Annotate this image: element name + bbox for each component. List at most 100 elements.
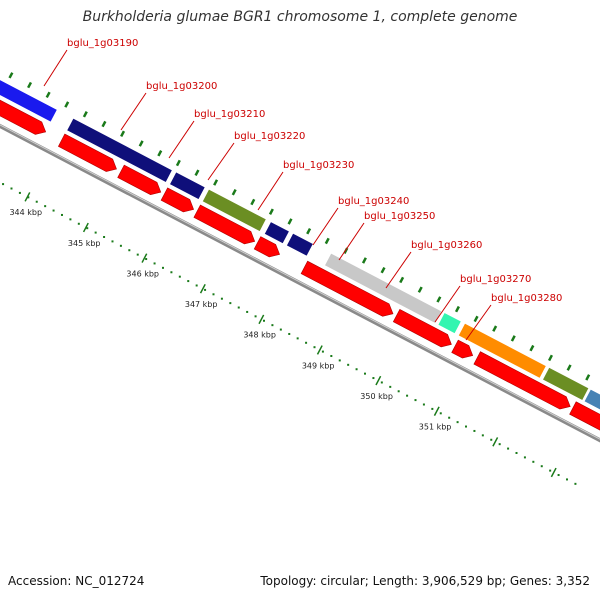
outer-tick xyxy=(120,130,126,138)
scale-dot xyxy=(465,425,468,428)
outer-tick xyxy=(138,140,144,147)
genome-summary-text: Topology: circular; Length: 3,906,529 bp… xyxy=(260,574,590,588)
scale-dot xyxy=(178,275,181,278)
scale-major-tick xyxy=(199,283,206,294)
scale-dot xyxy=(2,183,5,186)
scale-dot xyxy=(557,474,560,477)
scale-dot xyxy=(363,372,366,375)
cds-track xyxy=(0,99,600,431)
scale-dot xyxy=(195,284,198,287)
label-leaders xyxy=(43,49,492,341)
scale-dot xyxy=(473,429,476,432)
scale-label: 347 kbp xyxy=(185,300,218,309)
feature-track xyxy=(0,79,600,411)
cds-arrow xyxy=(392,308,452,348)
gene-leader-line xyxy=(43,49,68,87)
tick-track xyxy=(2,72,591,485)
scale-dot xyxy=(540,465,543,468)
outer-tick xyxy=(250,198,256,206)
outer-tick xyxy=(473,315,479,323)
gene-label: bglu_1g03260 xyxy=(411,240,482,251)
scale-dot xyxy=(321,350,324,353)
cds-arrow xyxy=(300,260,394,317)
scale-dot xyxy=(481,434,484,437)
gene-feature-bar xyxy=(541,366,590,402)
scale-dot xyxy=(60,213,63,216)
outer-tick xyxy=(436,296,442,303)
outer-tick xyxy=(399,276,405,284)
scale-dot xyxy=(128,249,131,252)
scale-dot xyxy=(246,310,249,313)
scale-dot xyxy=(414,399,417,402)
scale-dot xyxy=(372,377,375,380)
scale-dot xyxy=(10,187,13,190)
scale-dot xyxy=(254,315,257,318)
scale-label: 349 kbp xyxy=(302,361,335,370)
cds-arrow xyxy=(117,164,162,196)
scale-dot xyxy=(35,200,38,203)
scale-label: 350 kbp xyxy=(360,392,393,401)
gene-feature-bar xyxy=(323,252,443,325)
scale-dot xyxy=(448,416,451,419)
scale-dot xyxy=(515,451,518,454)
scale-dot xyxy=(44,205,47,208)
gene-feature-bar xyxy=(66,117,173,184)
scale-dot xyxy=(397,390,400,393)
scale-major-tick xyxy=(375,375,382,386)
gene-feature-bar xyxy=(168,171,206,201)
scale-dot xyxy=(111,240,114,243)
scale-dot xyxy=(69,218,72,221)
scale-dot xyxy=(347,363,350,366)
scale-major-tick xyxy=(316,345,323,355)
cds-arrow xyxy=(473,351,571,410)
outer-tick xyxy=(306,227,312,235)
scale-dot xyxy=(574,482,577,485)
scale-label: 351 kbp xyxy=(419,423,452,432)
map-title: Burkholderia glumae BGR1 chromosome 1, c… xyxy=(82,9,518,25)
scale-dot xyxy=(431,407,434,410)
gene-feature-bar xyxy=(285,232,314,257)
gene-label: bglu_1g03240 xyxy=(338,196,409,207)
scale-dot xyxy=(271,324,274,327)
outer-tick xyxy=(82,111,88,118)
gene-leader-line xyxy=(385,251,412,289)
scale-dot xyxy=(18,191,21,194)
scale-major-tick xyxy=(24,192,31,202)
scale-dot xyxy=(532,460,535,463)
outer-tick xyxy=(8,72,14,79)
cds-arrow xyxy=(0,99,47,135)
backbone-line xyxy=(0,123,600,443)
scale-dot xyxy=(103,235,106,238)
scale-dot xyxy=(406,394,409,397)
scale-dot xyxy=(338,359,341,362)
gene-label: bglu_1g03190 xyxy=(67,38,138,49)
scale-dot xyxy=(119,244,122,247)
scale-dot xyxy=(52,209,55,212)
scale-dot xyxy=(439,412,442,415)
scale-dot xyxy=(422,403,425,406)
gene-feature-bar xyxy=(457,322,547,379)
outer-tick xyxy=(231,189,237,196)
scale-major-tick xyxy=(550,467,557,478)
outer-tick xyxy=(45,91,51,99)
scale-dot xyxy=(204,288,207,291)
scale-dot xyxy=(296,337,299,340)
outer-tick xyxy=(324,237,330,245)
outer-tick xyxy=(492,325,498,332)
outer-tick xyxy=(64,101,70,108)
scale-dot xyxy=(212,293,215,296)
gene-feature-bar xyxy=(437,311,462,335)
gene-leader-line xyxy=(312,207,339,246)
gene-label: bglu_1g03200 xyxy=(146,81,217,92)
scale-major-tick xyxy=(258,314,265,325)
scale-dot xyxy=(330,355,333,358)
gene-label: bglu_1g03230 xyxy=(283,160,354,171)
backbone-track xyxy=(0,123,600,443)
scale-label: 345 kbp xyxy=(68,239,101,248)
gene-feature-bar xyxy=(201,188,267,233)
gene-leader-line xyxy=(168,120,195,159)
outer-tick xyxy=(548,354,553,362)
gene-label: bglu_1g03280 xyxy=(491,293,562,304)
